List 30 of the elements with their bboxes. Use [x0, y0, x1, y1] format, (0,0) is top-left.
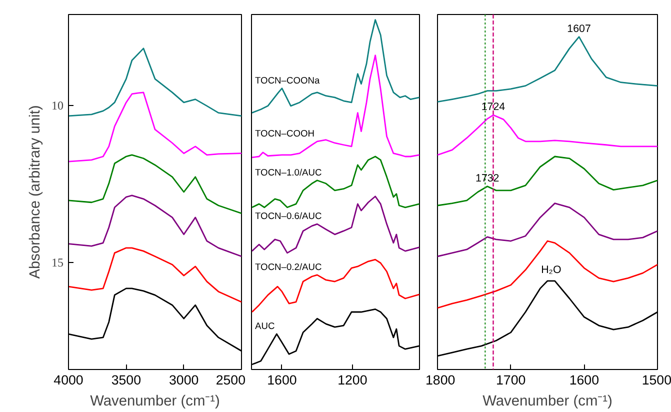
line-series	[68, 92, 242, 162]
x-tick-label: 3500	[111, 372, 141, 388]
series-label: TOCN–0.2/AUC	[255, 262, 322, 272]
x-tick-label: 3000	[169, 372, 199, 388]
line-series	[68, 194, 242, 258]
x-tick-label: 1600	[569, 372, 599, 388]
x-tick-label: 1200	[338, 372, 368, 388]
annotation: 1724	[481, 101, 506, 114]
series-label: TOCN–COONa	[255, 75, 320, 86]
x-tick-label: 1600	[267, 372, 297, 388]
y-tick-label: 15	[52, 256, 64, 270]
x-tick-label: 1500	[642, 372, 671, 388]
x-axis-title: Wavenumber (cm⁻¹)	[482, 394, 612, 410]
series-label: TOCN–0.6/AUC	[255, 211, 322, 222]
x-tick-label: 1800	[426, 372, 456, 388]
series-label: TOCN–1.0/AUC	[255, 167, 322, 178]
series-label: AUC	[255, 321, 275, 331]
x-axis-title: Wavenumber (cm⁻¹)	[90, 394, 220, 410]
x-tick-label: 4000	[54, 372, 84, 388]
line-series	[68, 247, 242, 303]
annotation: H₂O	[541, 264, 562, 276]
x-tick-label: 2500	[216, 372, 246, 388]
y-tick-label: 10	[52, 98, 64, 113]
line-series	[68, 154, 242, 214]
series-label: TOCN–COOH	[255, 128, 314, 138]
y-axis-title: Absorbance (arbitrary unit)	[28, 105, 44, 279]
line-series	[68, 48, 242, 117]
x-tick-label: 1700	[496, 372, 526, 388]
annotation: 1732	[476, 172, 500, 184]
annotation: 1607	[567, 22, 591, 35]
